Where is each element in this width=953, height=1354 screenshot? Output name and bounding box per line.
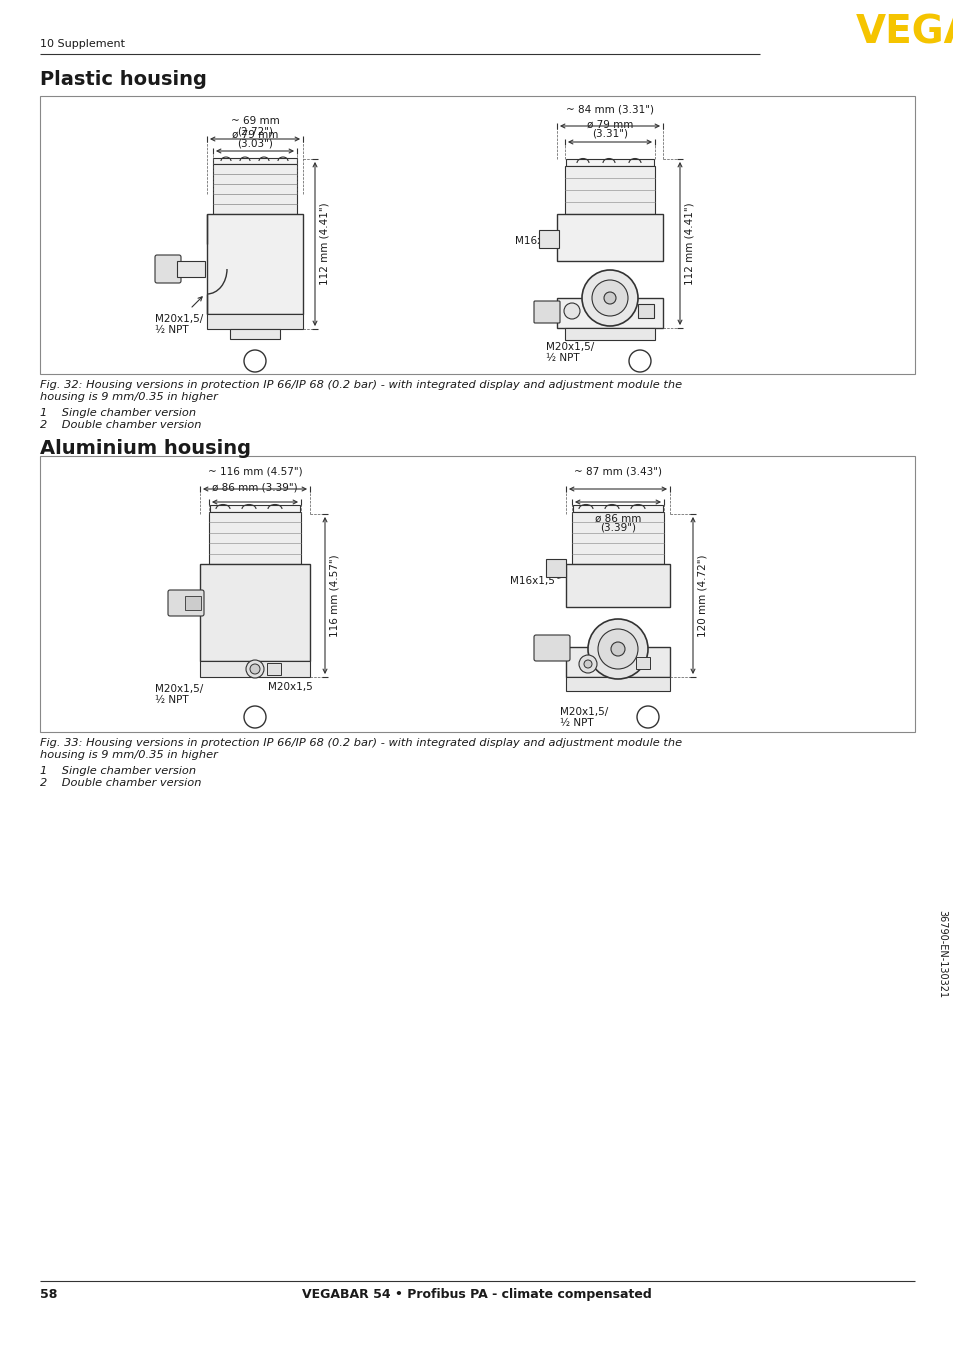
Bar — [638, 305, 654, 318]
Bar — [636, 657, 649, 669]
Text: ø 86 mm: ø 86 mm — [594, 515, 640, 524]
Text: ø 79 mm: ø 79 mm — [232, 130, 278, 139]
Bar — [185, 596, 201, 611]
Text: housing is 9 mm/0.35 in higher: housing is 9 mm/0.35 in higher — [40, 393, 217, 402]
Circle shape — [610, 642, 624, 655]
Text: M20x1,5/: M20x1,5/ — [559, 707, 608, 718]
Bar — [40, 96, 914, 374]
Bar — [213, 158, 296, 164]
Circle shape — [583, 659, 592, 668]
Bar — [557, 214, 662, 261]
Bar — [40, 456, 914, 733]
Text: 2: 2 — [636, 355, 643, 367]
Bar — [572, 512, 663, 565]
Text: 1    Single chamber version: 1 Single chamber version — [40, 766, 196, 776]
Bar — [207, 214, 303, 314]
Bar — [207, 314, 303, 329]
Circle shape — [578, 655, 597, 673]
Bar — [210, 505, 299, 512]
Text: ~ 69 mm: ~ 69 mm — [231, 116, 279, 126]
Text: M20x1,5/: M20x1,5/ — [154, 684, 203, 695]
Bar — [267, 663, 281, 676]
Bar — [213, 164, 296, 214]
Bar — [565, 677, 669, 691]
Text: 112 mm (4.41"): 112 mm (4.41") — [319, 203, 330, 286]
Text: 10 Supplement: 10 Supplement — [40, 39, 125, 49]
Text: (3.39"): (3.39") — [599, 523, 636, 533]
Text: VEGABAR 54 • Profibus PA - climate compensated: VEGABAR 54 • Profibus PA - climate compe… — [302, 1288, 651, 1301]
Text: 58: 58 — [40, 1288, 57, 1301]
Circle shape — [563, 303, 579, 320]
Text: VEGA: VEGA — [855, 14, 953, 51]
Text: (2.72"): (2.72") — [236, 126, 273, 135]
Text: ½ NPT: ½ NPT — [559, 718, 593, 728]
Bar — [545, 559, 565, 577]
Circle shape — [598, 630, 638, 669]
Text: M16x1,5: M16x1,5 — [510, 575, 555, 586]
FancyBboxPatch shape — [154, 255, 181, 283]
FancyBboxPatch shape — [534, 635, 569, 661]
Text: Aluminium housing: Aluminium housing — [40, 439, 251, 458]
Text: 120 mm (4.72"): 120 mm (4.72") — [698, 554, 707, 636]
Circle shape — [250, 663, 260, 674]
Text: ½ NPT: ½ NPT — [154, 325, 189, 334]
Text: 1: 1 — [251, 711, 258, 723]
Bar — [538, 230, 558, 248]
Bar — [230, 329, 280, 338]
FancyBboxPatch shape — [168, 590, 204, 616]
Text: M16x1,5: M16x1,5 — [515, 236, 559, 246]
Text: Plastic housing: Plastic housing — [40, 70, 207, 89]
Text: 116 mm (4.57"): 116 mm (4.57") — [330, 554, 339, 636]
Text: M20x1,5/: M20x1,5/ — [545, 343, 594, 352]
FancyBboxPatch shape — [534, 301, 559, 324]
Text: (3.31"): (3.31") — [592, 129, 627, 139]
Text: Fig. 32: Housing versions in protection IP 66/IP 68 (0.2 bar) - with integrated : Fig. 32: Housing versions in protection … — [40, 380, 681, 390]
Bar — [564, 328, 655, 340]
Text: ½ NPT: ½ NPT — [545, 353, 579, 363]
Bar — [200, 661, 310, 677]
Circle shape — [592, 280, 627, 315]
Bar — [557, 298, 662, 328]
Circle shape — [246, 659, 264, 678]
Text: housing is 9 mm/0.35 in higher: housing is 9 mm/0.35 in higher — [40, 750, 217, 760]
Circle shape — [587, 619, 647, 678]
Bar — [565, 565, 669, 607]
Circle shape — [637, 705, 659, 728]
Text: ø 86 mm (3.39"): ø 86 mm (3.39") — [212, 482, 297, 492]
Text: 36790-EN-130321: 36790-EN-130321 — [936, 910, 946, 998]
Text: 2    Double chamber version: 2 Double chamber version — [40, 420, 201, 431]
Circle shape — [628, 349, 650, 372]
Text: ø 79 mm: ø 79 mm — [586, 121, 633, 130]
Bar — [564, 167, 655, 214]
Text: ~ 87 mm (3.43"): ~ 87 mm (3.43") — [574, 467, 661, 477]
Circle shape — [603, 292, 616, 305]
Text: (3.03"): (3.03") — [236, 139, 273, 149]
Bar — [200, 565, 310, 661]
Text: Fig. 33: Housing versions in protection IP 66/IP 68 (0.2 bar) - with integrated : Fig. 33: Housing versions in protection … — [40, 738, 681, 747]
Text: ½ NPT: ½ NPT — [154, 695, 189, 705]
Text: 1: 1 — [251, 355, 258, 367]
Bar — [565, 647, 669, 677]
Circle shape — [244, 705, 266, 728]
Text: M20x1,5/: M20x1,5/ — [154, 314, 203, 324]
Text: 2    Double chamber version: 2 Double chamber version — [40, 779, 201, 788]
Text: 2: 2 — [643, 711, 651, 723]
Bar — [209, 512, 301, 565]
Bar — [573, 505, 662, 512]
Circle shape — [244, 349, 266, 372]
Text: ~ 116 mm (4.57"): ~ 116 mm (4.57") — [208, 467, 302, 477]
Bar — [177, 261, 205, 278]
Text: ~ 84 mm (3.31"): ~ 84 mm (3.31") — [565, 104, 654, 114]
Text: 1    Single chamber version: 1 Single chamber version — [40, 408, 196, 418]
Circle shape — [581, 269, 638, 326]
Text: 112 mm (4.41"): 112 mm (4.41") — [684, 202, 695, 284]
Text: M20x1,5: M20x1,5 — [268, 682, 313, 692]
Bar — [565, 158, 654, 167]
